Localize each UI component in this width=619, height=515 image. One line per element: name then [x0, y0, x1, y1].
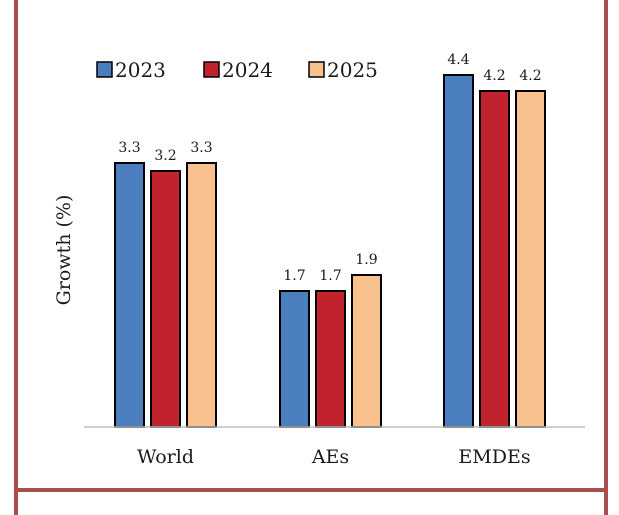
value-labels: 3.3 3.2 3.3 1.7 1.7 1.9 4.4 4.2 4.2: [118, 52, 541, 284]
legend-label-2023: 2023: [115, 58, 166, 82]
value-label-world-2025: 3.3: [190, 140, 212, 156]
x-tick-label-aes: AEs: [311, 446, 349, 468]
legend-item-2023: 2023: [96, 58, 166, 82]
value-label-world-2024: 3.2: [154, 148, 176, 164]
legend-label-2025: 2025: [327, 58, 378, 82]
chart-frame: [14, 0, 608, 515]
x-tick-labels: World AEs EMDEs: [137, 446, 531, 468]
legend-swatch-2025: [308, 61, 325, 78]
legend-label-2024: 2024: [222, 58, 273, 82]
value-label-emdes-2023: 4.4: [447, 52, 469, 68]
bottom-rule: [14, 488, 608, 492]
bar-emdes-2024: [479, 90, 510, 428]
value-label-emdes-2025: 4.2: [519, 68, 541, 84]
legend-swatch-2024: [203, 61, 220, 78]
value-label-emdes-2024: 4.2: [483, 68, 505, 84]
value-label-aes-2024: 1.7: [319, 268, 341, 284]
x-tick-label-emdes: EMDEs: [458, 446, 530, 468]
legend: 2023 2024 2025: [96, 58, 378, 82]
y-axis-label: Growth (%): [53, 195, 75, 306]
value-label-aes-2025: 1.9: [355, 252, 377, 268]
legend-item-2024: 2024: [203, 58, 273, 82]
bar-aes-2023: [279, 290, 310, 428]
bar-world-2024: [150, 170, 181, 428]
value-label-world-2023: 3.3: [118, 140, 140, 156]
bar-aes-2024: [315, 290, 346, 428]
legend-item-2025: 2025: [308, 58, 378, 82]
bar-emdes-2023: [443, 74, 474, 428]
x-tick-label-world: World: [137, 446, 194, 468]
bar-emdes-2025: [515, 90, 546, 428]
bar-world-2023: [114, 162, 145, 428]
bar-world-2025: [186, 162, 217, 428]
bar-aes-2025: [351, 274, 382, 428]
bars: [114, 74, 546, 428]
legend-swatch-2023: [96, 61, 113, 78]
value-label-aes-2023: 1.7: [283, 268, 305, 284]
